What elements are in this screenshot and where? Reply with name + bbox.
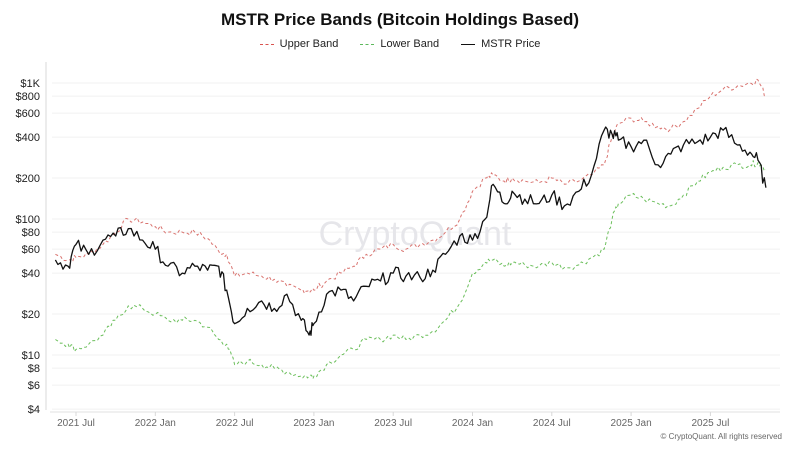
legend-swatch-mstr-price xyxy=(461,43,476,45)
series-line-upper-band xyxy=(55,78,767,294)
y-tick-label: $6 xyxy=(28,380,40,392)
legend-swatch-upper-band xyxy=(259,43,274,45)
x-axis-labels: 2021 Jul 2022 Jan 2022 Jul 2023 Jan 2023 Jul… xyxy=(57,418,729,429)
legend-swatch-lower-band xyxy=(360,43,375,45)
x-tick-label: 2024 Jul xyxy=(533,418,571,429)
legend-item-mstr-price[interactable]: MSTR Price xyxy=(461,38,540,50)
y-tick-label: $600 xyxy=(16,108,40,120)
x-tick-label: 2021 Jul xyxy=(57,418,95,429)
y-tick-label: $20 xyxy=(22,309,40,321)
x-tick-label: 2022 Jul xyxy=(216,418,254,429)
y-tick-label: $4 xyxy=(28,404,40,416)
x-tick-label: 2022 Jan xyxy=(135,418,176,429)
chart-legend: Upper Band Lower Band MSTR Price xyxy=(0,38,800,50)
y-tick-label: $800 xyxy=(16,91,40,103)
y-tick-label: $10 xyxy=(22,350,40,362)
legend-label-lower-band: Lower Band xyxy=(380,38,440,50)
y-tick-label: $1K xyxy=(20,78,40,90)
legend-item-lower-band[interactable]: Lower Band xyxy=(360,38,439,50)
y-tick-label: $200 xyxy=(16,173,40,185)
legend-item-upper-band[interactable]: Upper Band xyxy=(259,38,339,50)
chart-title: MSTR Price Bands (Bitcoin Holdings Based… xyxy=(221,10,579,29)
series-mstr-price xyxy=(54,126,767,336)
y-tick-label: $100 xyxy=(16,214,40,226)
x-tick-label: 2023 Jan xyxy=(293,418,334,429)
x-tick-label: 2025 Jul xyxy=(691,418,729,429)
legend-label-mstr-price: MSTR Price xyxy=(481,38,541,50)
series-line-mstr-price xyxy=(54,126,767,336)
series-line-lower-band xyxy=(55,160,767,380)
x-tick-label: 2023 Jul xyxy=(374,418,412,429)
series-lower-band xyxy=(55,160,767,380)
y-axis-labels: $1K$800 $600 $400 $200 $100$80 $60 $40 $20 $10$8… xyxy=(16,78,41,416)
y-tick-label: $400 xyxy=(16,132,40,144)
grid-lines xyxy=(52,82,780,410)
series-upper-band xyxy=(55,78,767,294)
y-tick-label: $60 xyxy=(22,244,40,256)
y-tick-label: $40 xyxy=(22,268,40,280)
copyright-footer: © CryptoQuant. All rights reserved xyxy=(660,432,783,441)
y-tick-label: $80 xyxy=(22,227,40,239)
x-tick-label: 2024 Jan xyxy=(452,418,493,429)
y-tick-label: $8 xyxy=(28,363,40,375)
series-lines xyxy=(54,78,767,380)
legend-label-upper-band: Upper Band xyxy=(279,38,339,50)
axes xyxy=(45,62,780,416)
x-tick-label: 2025 Jan xyxy=(611,418,652,429)
